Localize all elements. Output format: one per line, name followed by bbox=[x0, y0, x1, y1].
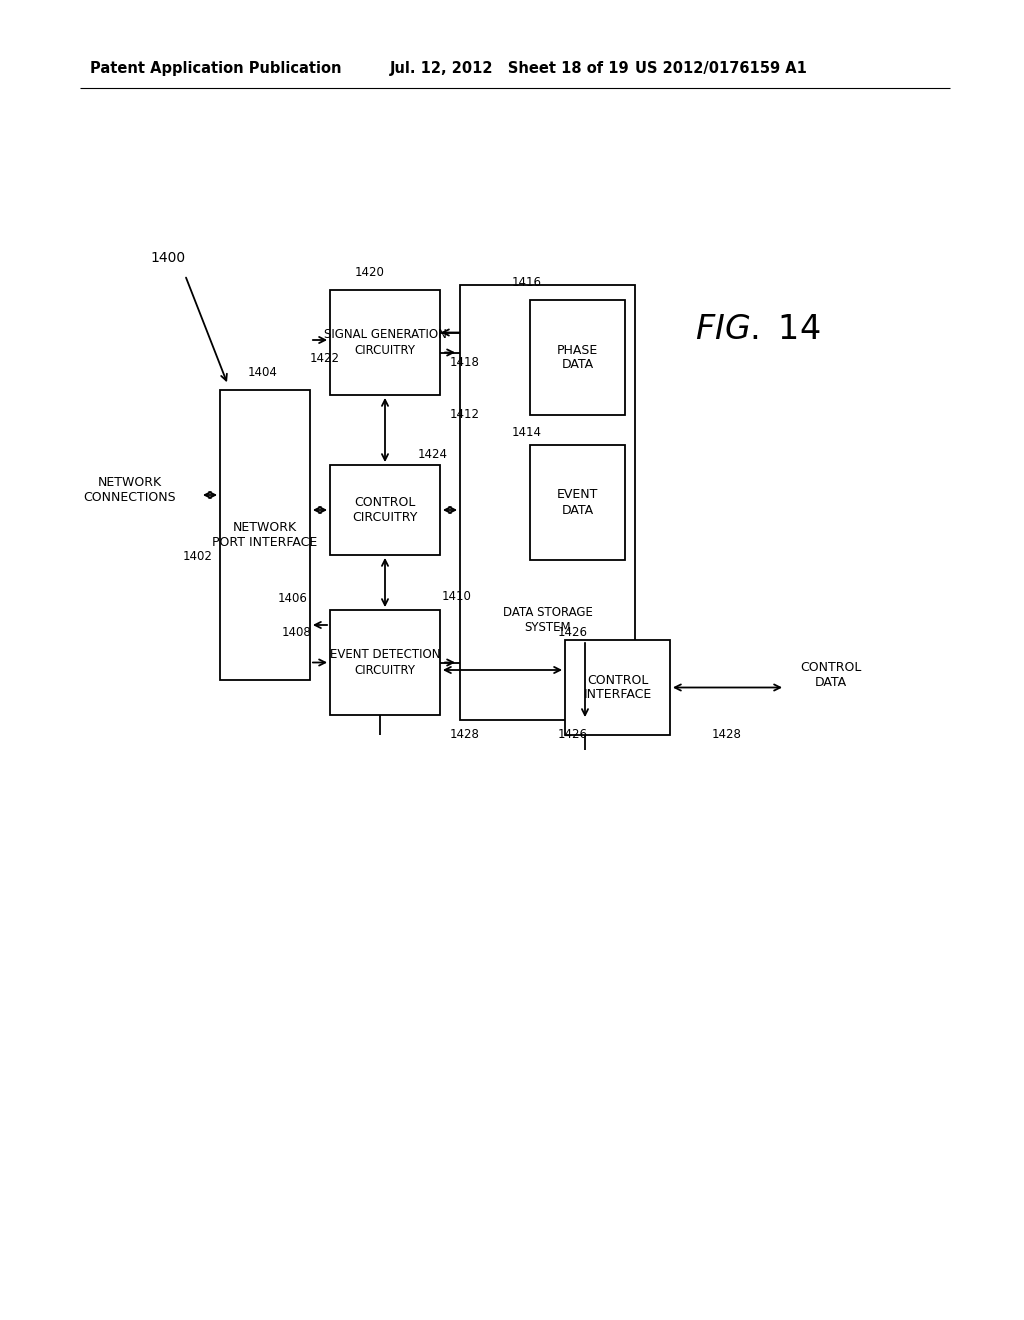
Text: 1410: 1410 bbox=[442, 590, 472, 603]
Bar bbox=[530, 445, 625, 560]
Text: CONTROL
CIRCUITRY: CONTROL CIRCUITRY bbox=[352, 496, 418, 524]
Bar bbox=[330, 290, 440, 395]
Text: 1428: 1428 bbox=[712, 729, 741, 742]
Text: 1420: 1420 bbox=[355, 265, 385, 279]
Text: SIGNAL GENERATION
CIRCUITRY: SIGNAL GENERATION CIRCUITRY bbox=[324, 329, 446, 356]
Text: CONTROL
DATA: CONTROL DATA bbox=[800, 661, 861, 689]
Text: 1400: 1400 bbox=[150, 251, 185, 265]
Text: EVENT
DATA: EVENT DATA bbox=[557, 488, 598, 516]
Text: 1408: 1408 bbox=[282, 627, 311, 639]
Text: NETWORK
PORT INTERFACE: NETWORK PORT INTERFACE bbox=[212, 521, 317, 549]
Bar bbox=[460, 285, 635, 719]
Text: EVENT DETECTION
CIRCUITRY: EVENT DETECTION CIRCUITRY bbox=[330, 648, 440, 676]
Bar bbox=[220, 389, 310, 680]
Bar bbox=[330, 465, 440, 554]
Text: 1404: 1404 bbox=[248, 367, 278, 380]
Text: Patent Application Publication: Patent Application Publication bbox=[90, 61, 341, 75]
Bar bbox=[565, 640, 670, 735]
Bar bbox=[330, 610, 440, 715]
Text: DATA STORAGE
SYSTEM: DATA STORAGE SYSTEM bbox=[503, 606, 593, 634]
Text: 1418: 1418 bbox=[450, 355, 480, 368]
Text: Jul. 12, 2012   Sheet 18 of 19: Jul. 12, 2012 Sheet 18 of 19 bbox=[390, 61, 630, 75]
Text: 1424: 1424 bbox=[418, 449, 449, 462]
Text: PHASE
DATA: PHASE DATA bbox=[557, 343, 598, 371]
Text: 1422: 1422 bbox=[310, 351, 340, 364]
Text: 1426: 1426 bbox=[558, 627, 588, 639]
Text: US 2012/0176159 A1: US 2012/0176159 A1 bbox=[635, 61, 807, 75]
Text: $\mathit{FIG.\ 14}$: $\mathit{FIG.\ 14}$ bbox=[695, 314, 820, 346]
Text: NETWORK
CONNECTIONS: NETWORK CONNECTIONS bbox=[84, 477, 176, 504]
Text: CONTROL
INTERFACE: CONTROL INTERFACE bbox=[584, 673, 651, 701]
Bar bbox=[530, 300, 625, 414]
Text: 1416: 1416 bbox=[512, 276, 542, 289]
Text: 1414: 1414 bbox=[512, 426, 542, 440]
Text: 1428: 1428 bbox=[450, 729, 480, 742]
Text: 1406: 1406 bbox=[278, 591, 308, 605]
Text: 1412: 1412 bbox=[450, 408, 480, 421]
Text: 1402: 1402 bbox=[183, 550, 213, 564]
Text: 1426: 1426 bbox=[558, 729, 588, 742]
